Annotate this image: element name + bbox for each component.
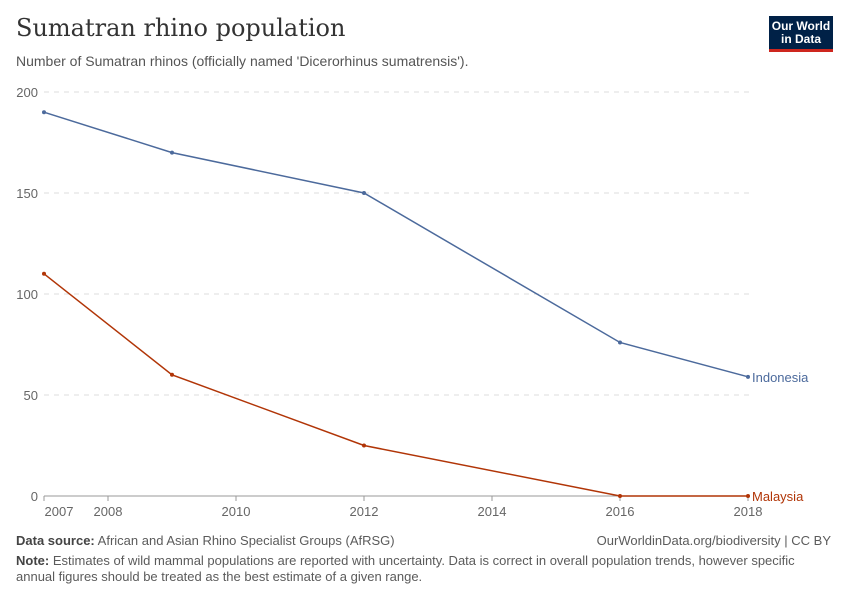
chart-note: Note: Estimates of wild mammal populatio…	[16, 553, 795, 584]
chart-subtitle: Number of Sumatran rhinos (officially na…	[16, 53, 469, 69]
line-chart: 0 50 100 150 200 2007 2008 2010 2012 2014 2016 2018…	[16, 85, 809, 519]
x-tick-label: 2014	[478, 504, 507, 519]
owid-logo[interactable]: Our World in Data	[769, 16, 833, 52]
series-label: Malaysia	[752, 489, 804, 504]
y-tick-label: 50	[24, 388, 38, 403]
data-point	[746, 494, 750, 498]
series-line-indonesia	[43, 111, 749, 378]
data-point	[42, 110, 46, 115]
source-link[interactable]: OurWorldinData.org/biodiversity | CC BY	[596, 533, 831, 548]
data-point	[170, 372, 174, 377]
x-tick-label: 2016	[606, 504, 635, 519]
y-tick-label: 100	[16, 287, 38, 302]
x-tick-label: 2008	[94, 504, 123, 519]
x-tick-label: 2010	[222, 504, 251, 519]
data-point	[362, 443, 366, 448]
data-point	[170, 150, 174, 155]
x-tick-label: 2012	[350, 504, 379, 519]
data-source: Data source: African and Asian Rhino Spe…	[16, 533, 395, 548]
chart-title: Sumatran rhino population	[16, 14, 346, 42]
x-tick-label: 2018	[734, 504, 763, 519]
data-point	[362, 191, 366, 195]
series-label: Indonesia	[752, 370, 809, 385]
y-tick-label: 200	[16, 85, 38, 100]
data-point	[618, 340, 622, 345]
x-tick-label: 2007	[45, 504, 74, 519]
series-line-malaysia	[43, 273, 748, 497]
data-point	[746, 374, 750, 379]
y-tick-label: 150	[16, 186, 38, 201]
data-point	[42, 271, 46, 276]
y-tick-label: 0	[31, 489, 38, 504]
data-point	[618, 494, 622, 498]
